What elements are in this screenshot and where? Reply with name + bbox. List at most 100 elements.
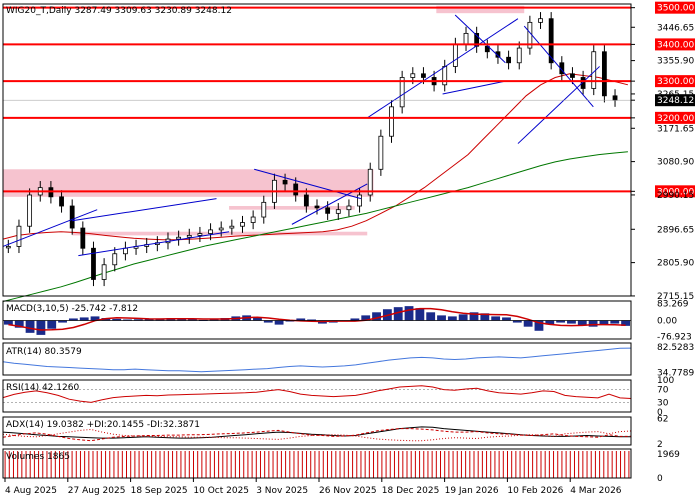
macd-bar xyxy=(263,320,273,323)
macd-bar xyxy=(621,320,630,326)
rsi-line xyxy=(2,385,632,403)
x-label-2: 18 Sep 2025 xyxy=(131,486,188,496)
price-tick-13: 2805.90 xyxy=(657,259,694,269)
x-label-5: 26 Nov 2025 xyxy=(319,486,377,496)
macd-bar xyxy=(274,320,284,325)
candle-body xyxy=(399,77,405,108)
volume-frame xyxy=(2,448,632,479)
macd-bar xyxy=(361,315,371,321)
candle-body xyxy=(421,73,426,78)
trendline-9 xyxy=(523,25,594,108)
price-level-tag-bg-4 xyxy=(655,75,695,88)
candle-body xyxy=(69,205,75,229)
rsi-tick-2: 30 xyxy=(657,398,669,408)
candle-body xyxy=(229,225,235,229)
macd-bar xyxy=(480,313,490,321)
candle-body xyxy=(378,135,384,170)
candle-body xyxy=(80,227,86,249)
moving-average-0 xyxy=(2,73,629,241)
x-label-4: 3 Nov 2025 xyxy=(256,486,308,496)
candle-body xyxy=(16,225,22,247)
atr-header: ATR(14) 80.3579 xyxy=(6,347,82,357)
macd-bar xyxy=(458,314,468,321)
atr-frame xyxy=(2,342,632,376)
macd-bar xyxy=(68,318,78,321)
price-panel[interactable]: 3500.003446.653400.003355.903300.003265.… xyxy=(2,1,695,302)
macd-bar xyxy=(133,319,143,321)
price-level-tag-bg-7 xyxy=(655,111,695,124)
candle-body xyxy=(367,168,373,196)
macd-bar xyxy=(79,317,89,321)
macd-bar xyxy=(556,320,566,323)
macd-header: MACD(3,10,5) -25.742 -7.812 xyxy=(6,304,138,314)
atr-tick-1: 34.7789 xyxy=(657,368,694,378)
adx-tick-0: 62 xyxy=(657,414,668,424)
candle-body xyxy=(101,264,107,280)
macd-bar xyxy=(36,320,46,335)
rsi-tick-1: 70 xyxy=(657,386,669,396)
macd-bar xyxy=(58,320,67,323)
candle-body xyxy=(612,95,618,101)
macd-bar xyxy=(610,320,620,324)
candle-body xyxy=(186,234,192,238)
price-level-tag-bg-10 xyxy=(655,185,695,198)
volume-tick-0: 1969 xyxy=(657,450,680,460)
price-tick-4: 3300.00 xyxy=(657,77,694,87)
macd-bar xyxy=(112,318,122,321)
price-header: WIG20_T,Daily 3287.49 3309.63 3230.89 32… xyxy=(6,6,232,16)
candle-body xyxy=(335,209,341,214)
trendline-0 xyxy=(2,209,98,247)
trendline-6 xyxy=(442,80,506,95)
candle-body xyxy=(357,194,362,207)
candle-body xyxy=(601,51,607,97)
macd-bar xyxy=(90,316,100,321)
candle-body xyxy=(495,51,501,58)
candle-body xyxy=(112,253,118,266)
macd-bar xyxy=(177,318,187,321)
atr-tick-0: 82.5283 xyxy=(657,343,694,353)
macd-bar xyxy=(253,317,262,321)
macd-tick-1: 0.00 xyxy=(657,317,677,327)
zone-2 xyxy=(229,206,355,210)
candle-body xyxy=(218,227,224,231)
candle-body xyxy=(250,216,256,223)
macd-bar xyxy=(144,318,154,321)
macd-bar xyxy=(577,320,587,326)
price-tick-14: 2715.15 xyxy=(657,292,694,302)
candle-body xyxy=(452,44,458,67)
macd-bar xyxy=(447,316,457,321)
price-tick-3: 3355.90 xyxy=(657,57,694,67)
price-tick-8: 3171.65 xyxy=(657,124,694,134)
macd-bar xyxy=(415,308,425,321)
adx-tick-1: 2 xyxy=(657,440,663,450)
trendline-3 xyxy=(254,168,362,200)
macd-bar xyxy=(393,307,403,321)
x-axis: 4 Aug 2025 27 Aug 2025 18 Sep 2025 10 Oct 2… xyxy=(4,478,622,496)
price-tick-9: 3080.90 xyxy=(657,158,694,168)
macd-bar xyxy=(4,320,13,325)
candle-body xyxy=(197,233,203,236)
adx-panel[interactable]: 62 2 xyxy=(2,414,668,450)
volume-panel[interactable]: 1969 0 xyxy=(2,448,680,484)
price-level-tag-bg-6 xyxy=(655,94,695,107)
adx-line-2 xyxy=(2,428,632,442)
trendline-8 xyxy=(517,66,600,144)
candle-body xyxy=(208,229,213,234)
macd-bar xyxy=(350,318,360,321)
trendline-7 xyxy=(454,14,506,64)
macd-bar xyxy=(491,316,501,321)
adx-frame xyxy=(2,416,632,446)
macd-bar xyxy=(502,317,511,321)
atr-panel[interactable]: 82.5283 34.7789 xyxy=(2,342,694,378)
macd-bar xyxy=(545,320,555,325)
candle-body xyxy=(176,236,182,240)
price-tick-10: 3000.00 xyxy=(657,187,694,197)
macd-panel[interactable]: 83.269 0.00 -76.923 xyxy=(2,299,692,342)
candle-body xyxy=(516,47,522,64)
candle-body xyxy=(325,207,331,214)
zone-3 xyxy=(436,5,525,14)
candle-body xyxy=(5,246,11,249)
